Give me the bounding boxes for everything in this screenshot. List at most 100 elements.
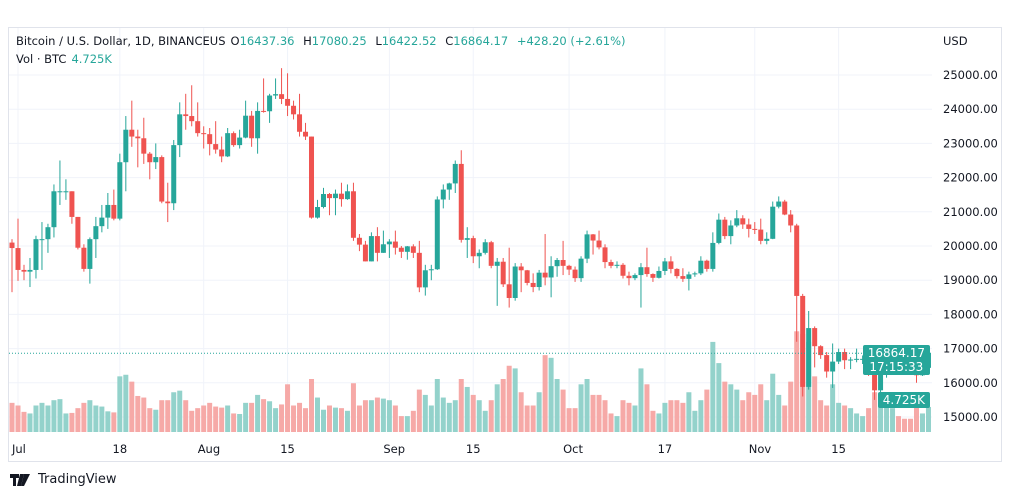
candle-body [362, 244, 368, 262]
volume-bar [165, 400, 171, 432]
volume-bar [75, 408, 81, 432]
volume-bar [63, 413, 69, 432]
volume-bar [422, 394, 428, 432]
candle-body [332, 193, 338, 199]
candle-body [45, 227, 51, 240]
candle-body [644, 267, 650, 275]
candle-body [243, 115, 249, 138]
volume-bar [698, 400, 704, 432]
candle-body [39, 239, 45, 241]
ohlc-open-value: 16437.36 [239, 34, 295, 48]
candle-body [51, 191, 57, 228]
volume-bar [836, 402, 842, 432]
candle-body [320, 194, 326, 208]
ohlc-close-value: 16864.17 [453, 34, 509, 48]
candle-body [626, 275, 632, 279]
volume-bar [189, 410, 195, 432]
price-change: +428.20 (+2.61%) [516, 34, 626, 48]
volume-bar [824, 405, 830, 432]
candle-body [596, 240, 602, 248]
ohlc-open-label: O [230, 34, 240, 48]
candle-body [344, 191, 350, 200]
volume-bar [105, 411, 111, 432]
volume-bar [764, 400, 770, 432]
volume-bar [656, 413, 662, 432]
candle-body [201, 133, 207, 135]
candle-body [476, 252, 482, 257]
volume-bar [303, 408, 309, 432]
volume-bar [171, 392, 177, 432]
volume-bar [919, 413, 925, 432]
candle-body [219, 149, 225, 157]
volume-bar [872, 392, 878, 432]
candle-body [434, 199, 440, 270]
volume-bar [788, 381, 794, 432]
candle-body [117, 162, 123, 219]
volume-bar [243, 402, 249, 432]
volume-bar [326, 405, 332, 432]
candle-body [75, 216, 81, 248]
volume-bar [560, 389, 566, 432]
candle-body [9, 242, 15, 249]
volume-bar [776, 394, 782, 432]
volume-bar [267, 401, 273, 432]
ohlc-open: O16437.36 [231, 34, 295, 48]
candle-body [566, 265, 572, 270]
x-tick-label: 18 [113, 442, 128, 456]
volume-bar [674, 400, 680, 432]
volume-bar [818, 400, 824, 432]
candle-body [165, 201, 171, 204]
volume-bar [279, 404, 285, 432]
candle-body [374, 236, 380, 253]
candle-body [171, 145, 177, 204]
volume-bar [81, 402, 87, 432]
volume-bar [15, 405, 21, 432]
volume-bar [45, 405, 51, 432]
volume-bar [446, 402, 452, 432]
candle-body [428, 269, 434, 271]
volume-bar [344, 410, 350, 432]
candle-body [584, 234, 590, 259]
candle-body [836, 352, 842, 362]
volume-bar [536, 392, 542, 432]
candle-body [770, 206, 776, 239]
candle-body [458, 163, 464, 240]
candle-body [674, 268, 680, 277]
volume-bar [374, 397, 380, 432]
candle-body [315, 207, 320, 218]
volume-bar [860, 416, 866, 432]
candle-body [788, 214, 794, 226]
volume-bar [728, 384, 734, 432]
tradingview-brand[interactable]: TradingView [10, 472, 117, 487]
candle-body [608, 262, 614, 266]
candle-body [93, 226, 99, 240]
candle-body [710, 242, 716, 269]
volume-bar [255, 394, 261, 432]
volume-bar [237, 413, 243, 432]
volume-bar [123, 374, 129, 432]
candle-body [303, 131, 309, 137]
candle-body [638, 267, 644, 276]
volume-bar [794, 331, 800, 432]
volume-legend: Vol · BTC 4.725K [16, 52, 117, 66]
volume-bar [488, 400, 494, 432]
volume-bar [285, 384, 291, 432]
candle-body [153, 157, 159, 163]
candle-body [33, 239, 39, 270]
volume-value: 4.725K [71, 52, 112, 66]
volume-bar [752, 394, 758, 432]
volume-bar [506, 365, 512, 432]
candle-body [279, 94, 285, 99]
volume-bar [297, 402, 303, 432]
candle-body [297, 114, 303, 132]
candle-body [81, 247, 87, 269]
volume-bar [890, 408, 896, 432]
candle-body [782, 201, 788, 215]
candle-body [57, 191, 63, 193]
candle-body [620, 264, 626, 276]
volume-bar [596, 394, 602, 432]
volume-bar [117, 376, 123, 432]
volume-bar [386, 400, 392, 432]
candle-body [326, 194, 332, 199]
